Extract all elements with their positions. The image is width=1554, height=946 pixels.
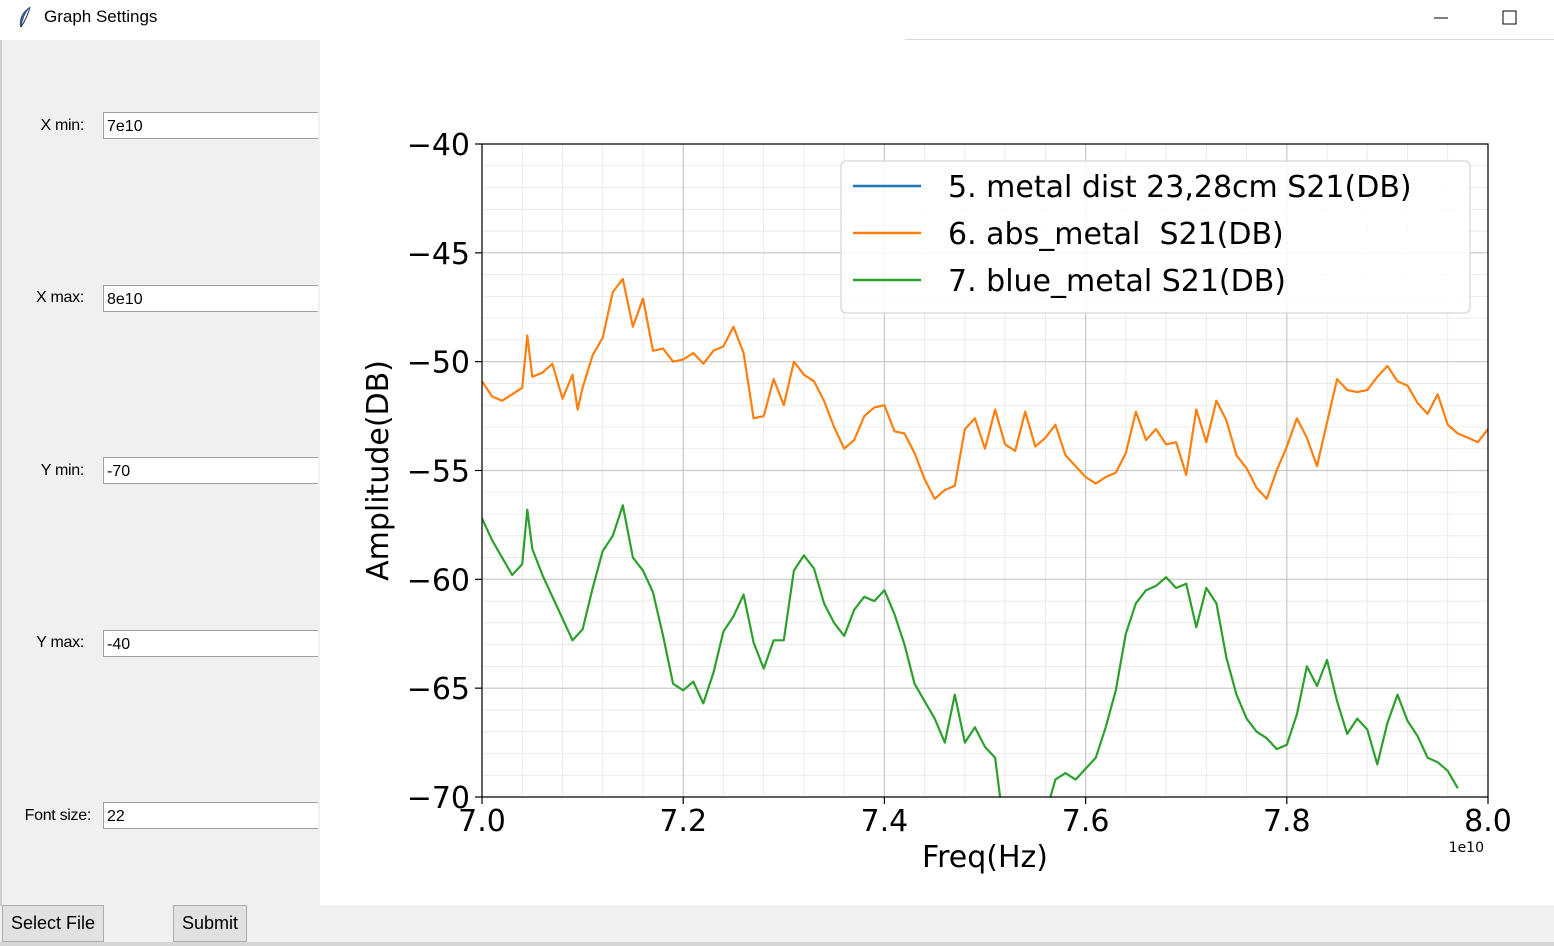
font-size-input[interactable]: [103, 802, 318, 829]
y-axis-label: Amplitude(DB): [361, 360, 396, 581]
y-tick-label: −40: [407, 128, 470, 163]
titlebar-divider: [905, 39, 1554, 40]
submit-button[interactable]: Submit: [173, 905, 247, 942]
xmin-label: X min:: [40, 117, 84, 134]
maximize-icon[interactable]: [1494, 4, 1524, 32]
x-axis-label: Freq(Hz): [922, 840, 1048, 875]
chart-svg: 7.0 7.2 7.4 7.6 7.8 8.0−40−45−50−55−60−65−70 …: [361, 128, 1512, 875]
window-left-border: [0, 40, 2, 906]
xmin-input[interactable]: [103, 112, 318, 139]
legend-entry-label: 6. abs_metal S21(DB): [948, 217, 1284, 252]
xmax-input[interactable]: [103, 285, 318, 312]
x-tick-label: 7.0: [458, 804, 506, 839]
y-tick-label: −70: [407, 781, 470, 816]
x-offset-label: 1e10: [1449, 840, 1484, 856]
y-tick-label: −65: [407, 672, 470, 707]
legend-box: [840, 160, 1471, 314]
xmax-label: X max:: [36, 289, 84, 306]
ymin-label: Y min:: [40, 462, 85, 479]
y-tick-label: −60: [407, 563, 470, 598]
font-size-label: Font size:: [24, 807, 92, 824]
minimize-icon[interactable]: [1426, 4, 1456, 32]
feather-icon: [19, 6, 31, 28]
series-line-3: [482, 504, 1459, 797]
window-bottom-border: [0, 942, 1554, 946]
legend-entry-label: 7. blue_metal S21(DB): [948, 264, 1286, 299]
ymax-label: Y max:: [36, 634, 84, 651]
y-tick-label: −55: [407, 455, 470, 490]
x-tick-label: 7.8: [1263, 804, 1311, 839]
window-titlebar: Graph Settings: [0, 0, 1554, 40]
ymax-input[interactable]: [103, 630, 318, 657]
legend-entry-label: 5. metal dist 23,28cm S21(DB): [948, 170, 1412, 205]
x-tick-label: 8.0: [1464, 804, 1512, 839]
select-file-button[interactable]: Select File: [2, 905, 104, 942]
series-line-2: [482, 277, 1488, 500]
x-tick-label: 7.2: [659, 804, 707, 839]
x-tick-label: 7.6: [1062, 804, 1110, 839]
y-tick-label: −45: [407, 237, 470, 272]
y-tick-label: −50: [407, 346, 470, 381]
ymin-input[interactable]: [103, 457, 318, 484]
window-title: Graph Settings: [44, 7, 158, 26]
legend: 5. metal dist 23,28cm S21(DB) 6. abs_meta…: [840, 160, 1471, 314]
x-tick-label: 7.4: [861, 804, 909, 839]
plot-area: 7.0 7.2 7.4 7.6 7.8 8.0 −40 −45 −50 −55 −60 −65 −70 …: [320, 40, 1554, 905]
